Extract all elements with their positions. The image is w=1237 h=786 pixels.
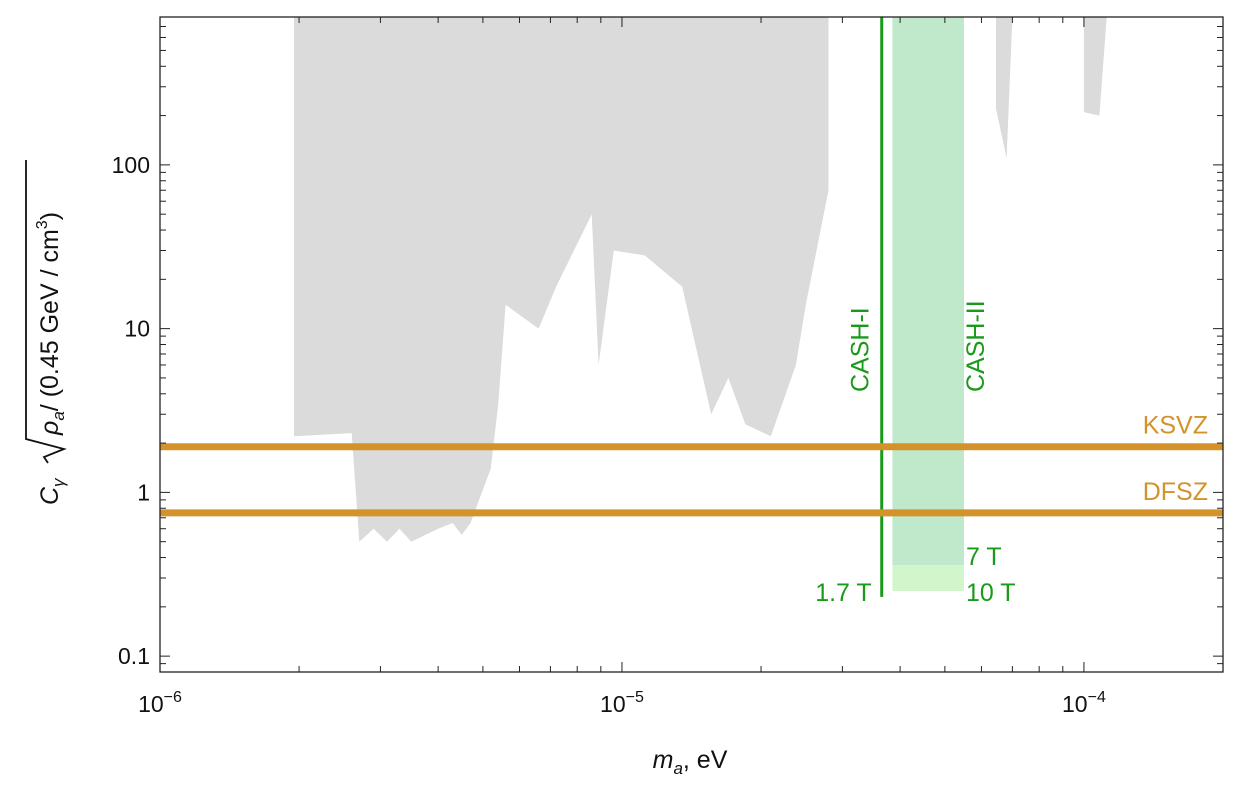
excluded-regions [294, 17, 1107, 542]
y-axis-prefix: C [36, 486, 64, 505]
x-tick-mantissa: 10 [1062, 691, 1088, 717]
x-axis-symbol: m [653, 746, 674, 774]
y-tick-label: 100 [112, 152, 150, 178]
excluded-region-1 [294, 17, 829, 542]
cash-band-2 [892, 17, 964, 566]
ksvz-label: KSVZ [1143, 412, 1208, 440]
y-axis-unit: / (0.45 GeV / cm [36, 229, 64, 411]
dfsz-label: DFSZ [1143, 478, 1208, 506]
cash-ii-7t-label: 7 T [966, 543, 1002, 571]
model-lines [160, 443, 1223, 517]
cash-band-3 [892, 565, 964, 591]
cash-i-label: CASH-I [847, 307, 875, 392]
y-axis-unit-sup: 3 [34, 220, 51, 229]
cash-i-field-label: 1.7 T [815, 579, 872, 607]
excluded-region-2 [996, 17, 1013, 159]
cash-ii-label: CASH-II [962, 300, 990, 392]
excluded-region-3 [1083, 17, 1107, 116]
y-tick-label: 0.1 [118, 643, 150, 669]
y-axis-rho-sub: a [49, 411, 68, 420]
svg-text:Cγ: Cγ [36, 477, 68, 505]
x-tick-exponent: −6 [164, 689, 182, 706]
x-tick-mantissa: 10 [600, 691, 626, 717]
y-axis-rho: ρ [36, 421, 64, 436]
y-axis-title: Cγ ρa/ (0.45 GeV / cm3) [25, 160, 68, 505]
x-tick-label: 10−4 [1062, 689, 1106, 717]
axis-ticks [159, 16, 1224, 673]
y-axis-prefix-sub: γ [49, 477, 68, 487]
x-tick-label: 10−6 [138, 689, 182, 717]
cash-regions [880, 17, 964, 597]
svg-text:ρa/ (0.45 GeV / cm3): ρa/ (0.45 GeV / cm3) [34, 212, 68, 436]
y-tick-label: 1 [137, 479, 150, 505]
x-tick-exponent: −4 [1088, 689, 1106, 706]
y-tick-label: 10 [124, 316, 150, 342]
cash-ii-10t-label: 10 T [966, 579, 1016, 607]
x-tick-label: 10−5 [600, 689, 644, 717]
x-tick-mantissa: 10 [138, 691, 164, 717]
x-axis-title: ma, eV [653, 746, 728, 778]
y-axis-close: ) [36, 212, 64, 220]
x-axis-unit: , eV [683, 746, 728, 774]
radical-sign [25, 160, 67, 464]
x-tick-exponent: −5 [626, 689, 644, 706]
x-axis-subscript: a [673, 759, 682, 778]
